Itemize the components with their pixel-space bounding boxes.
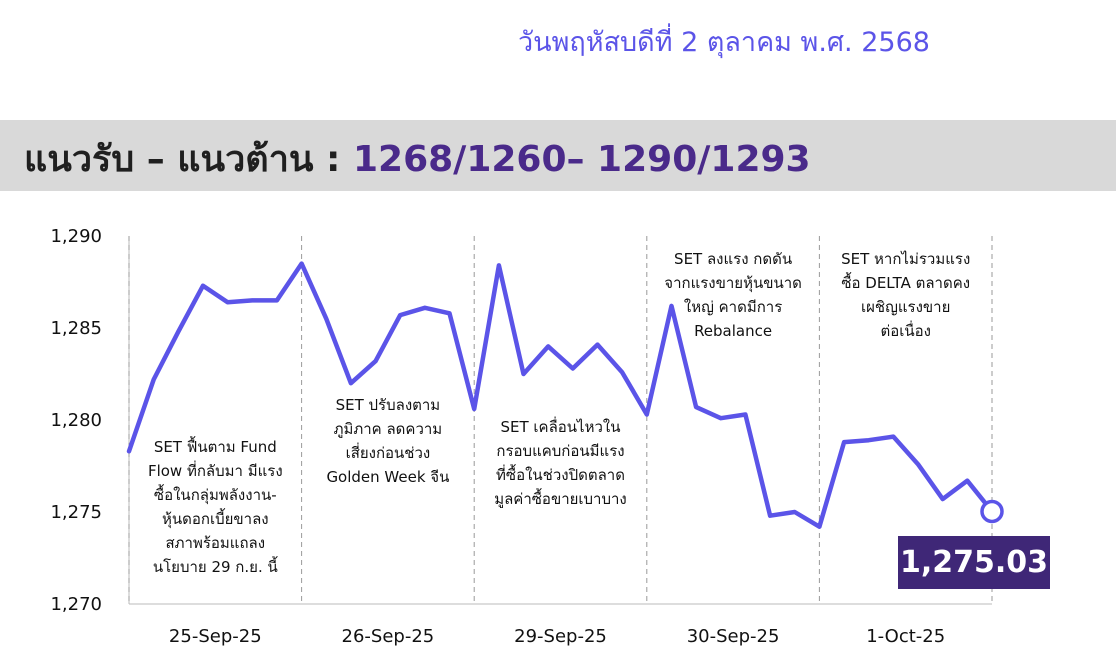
y-tick-label: 1,280: [50, 410, 102, 431]
x-tick-label: 1-Oct-25: [866, 626, 945, 647]
annotation-line: หุ้นดอกเบี้ยขาลง: [162, 508, 269, 529]
annotation-line: สภาพร้อมแถลง: [166, 534, 266, 552]
annotation-line: ซื้อในกลุ่มพลังงาน-: [154, 484, 277, 505]
support-resistance-levels: 1268/1260– 1290/1293: [352, 139, 811, 180]
annotation-line: ภูมิภาค ลดความ: [334, 420, 443, 438]
annotation-line: มูลค่าซื้อขายเบาบาง: [494, 488, 627, 508]
x-tick-label: 25-Sep-25: [169, 626, 262, 647]
last-value-badge: 1,275.03: [898, 536, 1050, 589]
x-tick-label: 29-Sep-25: [514, 626, 607, 647]
annotation-line: ที่ซื้อในช่วงปิดตลาด: [496, 464, 625, 484]
annotation-line: Flow ที่กลับมา มีแรง: [148, 460, 283, 480]
annotation-line: กรอบแคบก่อนมีแรง: [496, 442, 624, 460]
annotation-line: SET ปรับลงตาม: [336, 396, 441, 414]
annotation-line: Rebalance: [694, 322, 772, 340]
last-point-marker: [980, 499, 1004, 524]
support-resistance-title: แนวรับ – แนวต้าน : 1268/1260– 1290/1293: [24, 130, 811, 187]
annotation-line: ใหญ่ คาดมีการ: [684, 298, 782, 316]
report-date: วันพฤหัสบดีที่ 2 ตุลาคม พ.ศ. 2568: [518, 27, 930, 58]
y-tick-label: 1,285: [50, 318, 102, 339]
annotation-line: เผชิญแรงขาย: [861, 298, 950, 316]
y-tick-labels: 1,290 1,285 1,280 1,275 1,270: [50, 226, 102, 615]
support-resistance-label: แนวรับ – แนวต้าน :: [24, 139, 353, 180]
y-tick-label: 1,275: [50, 502, 102, 523]
y-tick-label: 1,270: [50, 594, 102, 615]
x-tick-label: 30-Sep-25: [687, 626, 780, 647]
annotation-line: ต่อเนื่อง: [880, 320, 930, 340]
annotation-line: SET ลงแรง กดดัน: [674, 250, 792, 268]
annotation-line: เสี่ยงก่อนช่วง: [346, 442, 431, 462]
annotation-line: SET ฟื้นตาม Fund: [154, 436, 277, 456]
annotation-line: SET หากไม่รวมแรง: [841, 250, 970, 268]
annotation-line: Golden Week จีน: [326, 468, 449, 486]
annotation-line: ซื้อ DELTA ตลาดคง: [841, 272, 970, 292]
annotation-line: นโยบาย 29 ก.ย. นี้: [153, 556, 278, 576]
set-index-line: [126, 261, 995, 529]
support-resistance-banner: แนวรับ – แนวต้าน : 1268/1260– 1290/1293: [0, 120, 1116, 191]
x-tick-labels: 25-Sep-25 26-Sep-25 29-Sep-25 30-Sep-25 1-Oc…: [169, 626, 945, 647]
y-tick-label: 1,290: [50, 226, 102, 247]
annotation-line: SET เคลื่อนไหวใน: [501, 416, 621, 436]
annotation-line: จากแรงขายหุ้นขนาด: [664, 274, 802, 293]
x-tick-label: 26-Sep-25: [342, 626, 435, 647]
